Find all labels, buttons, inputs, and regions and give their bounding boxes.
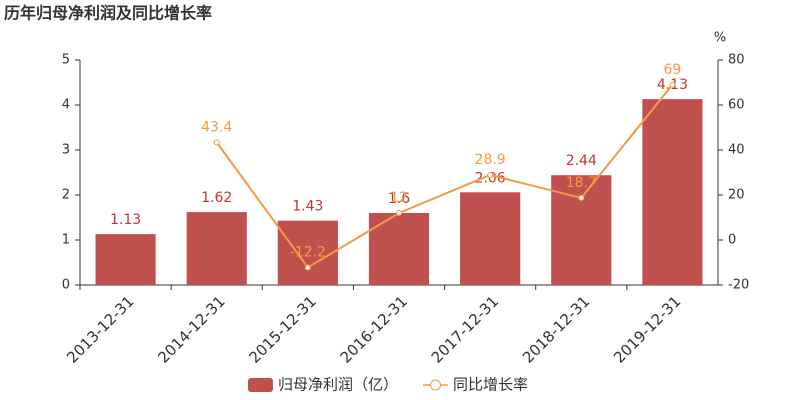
bar-value-label: 1.13 bbox=[110, 212, 141, 228]
y-tick-label: 5 bbox=[62, 53, 70, 68]
legend-label: 归母净利润（亿） bbox=[278, 376, 398, 394]
y2-tick-label: 60 bbox=[728, 98, 745, 113]
x-tick-label: 2013-12-31 bbox=[63, 292, 137, 366]
line-point bbox=[487, 171, 494, 178]
line bbox=[215, 84, 674, 269]
x-tick-label: 2018-12-31 bbox=[519, 292, 593, 366]
bar-value-label: 2.06 bbox=[475, 170, 506, 186]
y2-tick-label: 20 bbox=[728, 188, 745, 203]
bar bbox=[460, 192, 521, 285]
x-tick-label: 2016-12-31 bbox=[337, 292, 411, 366]
line-value-label: 28.9 bbox=[475, 152, 506, 168]
line-point bbox=[213, 139, 220, 146]
bar bbox=[95, 234, 156, 285]
line-value-label: 12 bbox=[390, 190, 408, 206]
x-tick-label: 2014-12-31 bbox=[154, 292, 228, 366]
y-tick-label: 2 bbox=[62, 188, 70, 203]
bar bbox=[277, 220, 338, 285]
line-point bbox=[396, 210, 402, 216]
bar-value-label: 1.43 bbox=[292, 199, 323, 215]
y-tick-label: 0 bbox=[62, 278, 70, 293]
y2-tick-label: 0 bbox=[728, 233, 736, 248]
y2-tick-label: 80 bbox=[728, 53, 745, 68]
legend-label: 同比增长率 bbox=[453, 376, 528, 394]
line-value-label: 69 bbox=[664, 62, 682, 78]
bar-value-label: 1.62 bbox=[201, 190, 232, 206]
bar bbox=[186, 212, 247, 285]
y2-tick-label: -20 bbox=[728, 278, 749, 293]
line-value-label: -12.2 bbox=[290, 244, 326, 260]
legend-swatch-point bbox=[430, 379, 442, 391]
y2-axis-label: % bbox=[714, 31, 726, 46]
x-tick-label: 2017-12-31 bbox=[428, 292, 502, 366]
x-tick-label: 2015-12-31 bbox=[245, 292, 319, 366]
line-point bbox=[669, 81, 676, 88]
y-tick-label: 1 bbox=[62, 233, 70, 248]
legend-swatch bbox=[248, 378, 273, 392]
y-tick-label: 3 bbox=[62, 143, 70, 158]
line-point bbox=[578, 194, 585, 201]
bar bbox=[642, 99, 703, 286]
line-value-label: 43.4 bbox=[201, 119, 232, 135]
line-value-label: 18.7 bbox=[566, 175, 597, 191]
y-tick-label: 4 bbox=[62, 98, 70, 113]
bar-value-label: 2.44 bbox=[566, 153, 597, 169]
x-tick-label: 2019-12-31 bbox=[610, 292, 684, 366]
chart-title: 历年归母净利润及同比增长率 bbox=[4, 4, 212, 23]
y2-tick-label: 40 bbox=[728, 143, 745, 158]
bar bbox=[368, 213, 430, 285]
bar-value-label: 1.6 bbox=[388, 191, 410, 207]
line-point bbox=[304, 264, 311, 271]
